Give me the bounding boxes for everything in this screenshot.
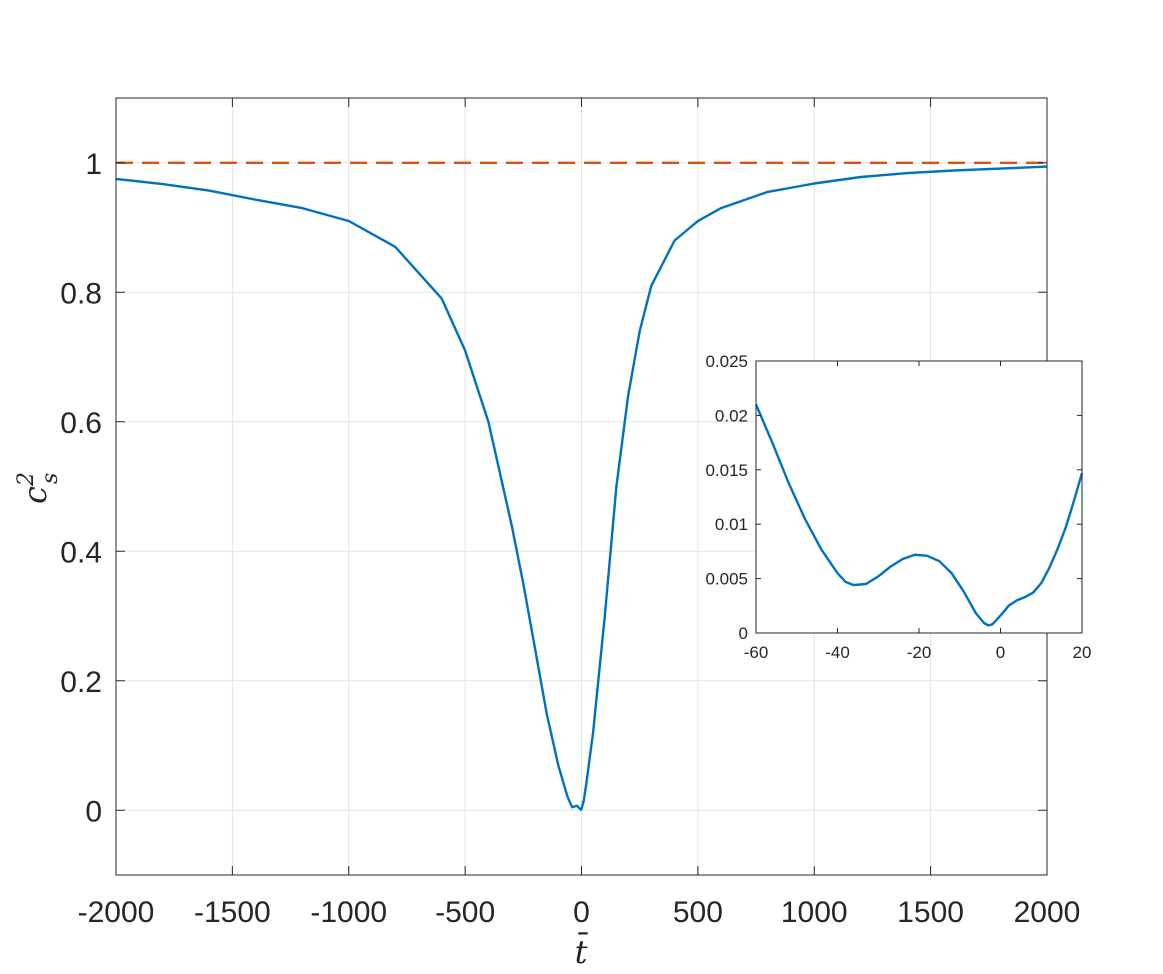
y-axis-label-subscript: s — [38, 473, 63, 484]
y-axis-label-superscript: 2 — [14, 472, 39, 487]
x-tick-label: -2000 — [78, 896, 155, 929]
inset-y-tick-label: 0.005 — [705, 570, 748, 589]
y-tick-label: 0.4 — [60, 536, 102, 569]
main-plot: -2000 -1500 -1000 -500 0 500 1000 1500 200000.20… — [60, 97, 1080, 929]
main-ticks — [115, 98, 1048, 875]
inset-x-tick-label: -40 — [825, 643, 850, 662]
y-tick-label: 0 — [85, 795, 102, 828]
inset-x-tick-label: 20 — [1073, 643, 1092, 662]
x-tick-label: -1500 — [194, 896, 271, 929]
inset-y-tick-label: 0.015 — [705, 461, 748, 480]
inset-y-tick-label: 0.02 — [715, 406, 748, 425]
inset-ticks — [755, 360, 1083, 634]
inset-series-line — [754, 404, 1084, 627]
inset-x-tick-label: -60 — [744, 643, 769, 662]
x-tick-label: 1500 — [897, 896, 964, 929]
inset-tick-labels: -60 -40 -20 0 20 0 0.005 0.01 0.015 0.02 0.025 — [705, 352, 1091, 662]
x-tick-label: 0 — [573, 896, 590, 929]
inset-y-tick-label: 0.025 — [705, 352, 748, 371]
inset-series — [754, 404, 1084, 627]
svg-text:c2s: c2s — [14, 472, 63, 504]
main-series — [115, 161, 1048, 811]
y-tick-label: 0.8 — [60, 277, 102, 310]
inset-x-tick-label: -20 — [907, 643, 932, 662]
main-tick-labels: -2000 -1500 -1000 -500 0 500 1000 1500 200000.20… — [60, 148, 1080, 929]
y-tick-label: 0.6 — [60, 407, 102, 440]
main-series-line — [115, 165, 1048, 811]
x-tick-label: 1000 — [781, 896, 848, 929]
y-tick-label: 0.2 — [60, 666, 102, 699]
y-tick-label: 1 — [85, 148, 102, 181]
inset-y-tick-label: 0.01 — [715, 515, 748, 534]
x-tick-label: -500 — [435, 896, 495, 929]
inset-plot: -60 -40 -20 0 20 0 0.005 0.01 0.015 0.02 0.025 — [705, 352, 1091, 662]
x-tick-label: 2000 — [1014, 896, 1081, 929]
inset-y-tick-label: 0 — [739, 624, 748, 643]
x-axis-label: t̄ — [575, 932, 589, 971]
inset-x-tick-label: 0 — [996, 643, 1005, 662]
x-tick-label: -1000 — [310, 896, 387, 929]
inset-background — [756, 361, 1082, 633]
y-axis-label: c2s — [14, 472, 63, 504]
y-axis-label-base: c — [16, 486, 54, 504]
x-tick-label: 500 — [673, 896, 723, 929]
